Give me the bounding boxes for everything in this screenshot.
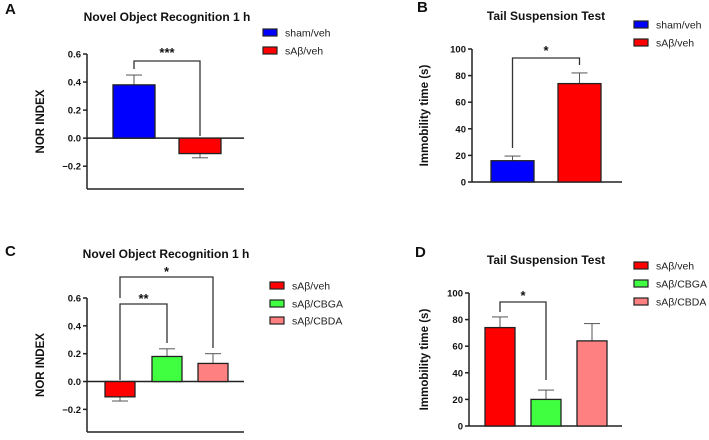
legend-entry: sAβ/CBGA	[292, 299, 343, 311]
bar-3	[197, 362, 229, 383]
y-tick-label: 0	[461, 178, 466, 189]
legend-swatch	[633, 20, 649, 29]
legend-entry: sAβ/veh	[656, 38, 694, 50]
legend-entry: sAβ/veh	[656, 261, 694, 273]
y-tick-label: 20	[452, 395, 463, 406]
panel-label: C	[5, 243, 16, 260]
legend-entry: sAβ/CBDA	[292, 316, 342, 328]
y-tick-label: 0.6	[68, 294, 81, 305]
y-tick-label: 40	[452, 368, 463, 379]
chart-title: Tail Suspension Test	[487, 253, 605, 267]
y-tick-label: 0.0	[68, 377, 81, 388]
panel-b: B Tail Suspension Test Immobility time (s)…	[417, 0, 702, 189]
y-tick-label: 0.6	[68, 50, 81, 61]
bar-1	[104, 380, 136, 398]
panel-c: C Novel Object Recognition 1 h NOR INDEX 0.…	[5, 243, 343, 433]
significance-stars: *	[543, 43, 549, 58]
bar-2	[151, 355, 183, 383]
panel-label: B	[417, 0, 428, 16]
y-tick-label: 80	[452, 315, 463, 326]
y-tick-label: 100	[450, 45, 466, 56]
legend-entry: sham/veh	[285, 28, 331, 40]
legend-swatch	[633, 38, 649, 47]
chart-title: Novel Object Recognition 1 h	[83, 247, 250, 261]
y-tick-label: 80	[455, 71, 466, 82]
y-tick-label: 0.2	[68, 106, 81, 117]
panel-label: D	[415, 244, 426, 261]
y-tick-label: 60	[452, 342, 463, 353]
y-tick-label: 0.2	[68, 349, 81, 360]
bar-3	[576, 340, 608, 427]
panel-label: A	[5, 1, 16, 18]
legend-swatch	[262, 46, 278, 55]
bar-1	[484, 326, 516, 427]
legend-swatch	[269, 299, 285, 308]
y-tick-label: 100	[447, 289, 463, 300]
legend-swatch	[269, 316, 285, 325]
legend-entry: sAβ/CBGA	[656, 279, 707, 291]
y-axis-label: NOR INDEX	[35, 89, 47, 153]
significance-bracket	[119, 303, 168, 380]
bar-1	[112, 84, 156, 139]
y-tick-label: 60	[455, 98, 466, 109]
y-tick-label: 0.4	[68, 78, 82, 89]
y-axis-label: NOR INDEX	[35, 333, 47, 397]
significance-stars: *	[164, 264, 170, 279]
y-tick-label: −0.2	[62, 162, 81, 173]
legend-swatch	[633, 261, 649, 270]
significance-stars: *	[520, 288, 526, 303]
y-tick-label: 40	[455, 124, 466, 135]
significance-bracket	[511, 57, 581, 148]
bar-2	[178, 137, 222, 155]
legend-swatch	[262, 28, 278, 37]
y-tick-label: 0.0	[68, 134, 81, 145]
bar-1	[490, 160, 535, 183]
chart-title: Novel Object Recognition 1 h	[84, 10, 251, 24]
y-tick-label: 0	[458, 422, 463, 433]
chart-title: Tail Suspension Test	[487, 9, 605, 23]
legend-entry: sAβ/veh	[292, 281, 330, 293]
significance-bracket	[499, 301, 547, 380]
significance-bracket	[119, 276, 214, 348]
panel-a: A Novel Object Recognition 1 h NOR INDEX 0.…	[5, 1, 331, 190]
bar-2	[557, 82, 602, 183]
panel-d: D Tail Suspension Test Immobility time (s)…	[415, 244, 707, 433]
legend-entry: sAβ/CBDA	[656, 297, 706, 309]
legend-swatch	[633, 279, 649, 288]
y-tick-label: 20	[455, 151, 466, 162]
significance-stars: ***	[159, 45, 175, 60]
y-axis-label: Immobility time (s)	[419, 65, 431, 167]
legend-entry: sAβ/veh	[285, 46, 323, 58]
significance-stars: **	[138, 291, 149, 306]
legend-swatch	[633, 297, 649, 306]
legend-entry: sham/veh	[656, 20, 702, 32]
y-tick-label: 0.4	[68, 321, 82, 332]
legend-swatch	[269, 281, 285, 290]
significance-bracket	[133, 60, 201, 136]
y-axis-label: Immobility time (s)	[419, 309, 431, 411]
bar-2	[530, 398, 562, 427]
y-tick-label: −0.2	[62, 405, 81, 416]
